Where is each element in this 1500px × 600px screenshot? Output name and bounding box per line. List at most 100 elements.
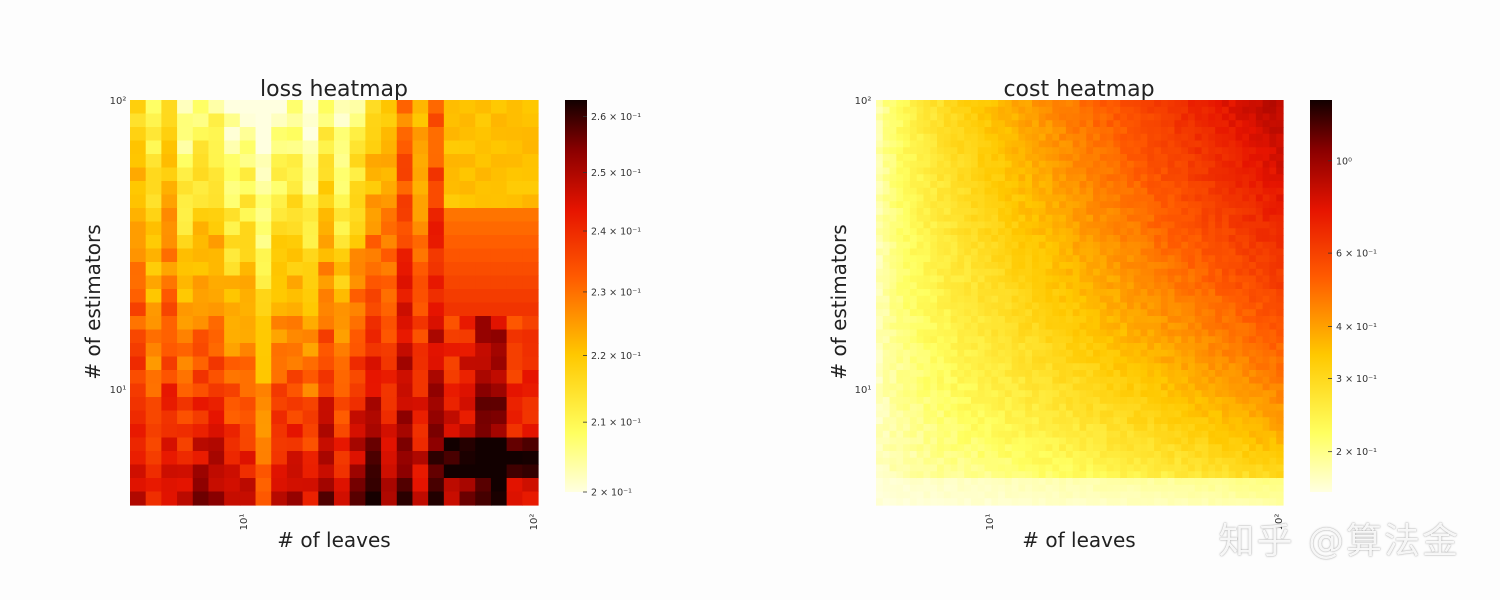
heatmap-cell bbox=[916, 343, 925, 351]
heatmap-cell bbox=[957, 120, 965, 128]
heatmap-cell bbox=[1269, 120, 1277, 128]
heatmap-cell bbox=[1011, 262, 1020, 270]
heatmap-cell bbox=[896, 356, 904, 364]
heatmap-cell bbox=[1221, 417, 1230, 425]
heatmap-cell bbox=[1099, 349, 1108, 358]
heatmap-cell bbox=[381, 451, 398, 466]
heatmap-cell bbox=[1045, 430, 1053, 439]
heatmap-cell bbox=[1038, 343, 1047, 351]
heatmap-cell bbox=[255, 370, 272, 385]
heatmap-cell bbox=[1228, 100, 1237, 108]
heatmap-cell bbox=[1045, 167, 1053, 175]
heatmap-cell bbox=[943, 498, 952, 506]
heatmap-cell bbox=[889, 478, 897, 486]
heatmap-cell bbox=[889, 309, 897, 317]
heatmap-cell bbox=[977, 120, 986, 128]
heatmap-cell bbox=[1188, 194, 1196, 202]
heatmap-cell bbox=[876, 147, 884, 155]
heatmap-cell bbox=[1228, 316, 1237, 324]
heatmap-cell bbox=[903, 383, 911, 391]
heatmap-cell bbox=[1065, 444, 1074, 452]
heatmap-cell bbox=[1262, 174, 1271, 182]
heatmap-cell bbox=[889, 160, 897, 169]
heatmap-cell bbox=[1018, 181, 1026, 189]
heatmap-cell bbox=[957, 478, 965, 486]
heatmap-cell bbox=[1065, 113, 1074, 121]
heatmap-cell bbox=[957, 282, 965, 290]
heatmap-cell bbox=[365, 154, 382, 169]
heatmap-cell bbox=[998, 322, 1006, 331]
heatmap-cell bbox=[923, 289, 931, 297]
heatmap-cell bbox=[889, 498, 897, 506]
heatmap-cell bbox=[1188, 451, 1196, 459]
heatmap-cell bbox=[1147, 241, 1155, 250]
heatmap-cell bbox=[998, 208, 1006, 216]
heatmap-cell bbox=[459, 478, 476, 493]
heatmap-cell bbox=[943, 106, 952, 115]
heatmap-cell bbox=[916, 478, 925, 486]
heatmap-cell bbox=[1113, 181, 1121, 189]
heatmap-cell bbox=[349, 329, 366, 344]
heatmap-cell bbox=[1215, 464, 1223, 472]
heatmap-cell bbox=[224, 167, 241, 182]
heatmap-cell bbox=[1120, 430, 1128, 439]
heatmap-cell bbox=[1174, 498, 1182, 506]
heatmap-cell bbox=[1269, 167, 1277, 175]
heatmap-cell bbox=[1140, 221, 1148, 229]
heatmap-cell bbox=[208, 478, 225, 493]
heatmap-cell bbox=[224, 275, 241, 290]
heatmap-cell bbox=[964, 201, 972, 209]
heatmap-cell bbox=[1025, 295, 1033, 304]
heatmap-cell bbox=[1099, 437, 1108, 445]
heatmap-cell bbox=[255, 356, 272, 371]
heatmap-cell bbox=[1228, 370, 1237, 378]
heatmap-cell bbox=[923, 181, 931, 189]
heatmap-cell bbox=[977, 383, 986, 391]
heatmap-cell bbox=[1208, 221, 1216, 229]
heatmap-cell bbox=[1249, 417, 1257, 425]
heatmap-cell bbox=[943, 316, 952, 324]
heatmap-cell bbox=[1201, 397, 1209, 405]
heatmap-cell bbox=[964, 363, 972, 371]
heatmap-cell bbox=[998, 417, 1006, 425]
heatmap-cell bbox=[1025, 478, 1033, 486]
heatmap-cell bbox=[1072, 349, 1081, 358]
heatmap-cell bbox=[1079, 444, 1087, 452]
heatmap-cell bbox=[889, 194, 897, 202]
heatmap-cell bbox=[977, 113, 986, 121]
heatmap-cell bbox=[428, 410, 445, 425]
heatmap-cell bbox=[271, 181, 288, 196]
heatmap-cell bbox=[1255, 167, 1264, 175]
heatmap-cell bbox=[412, 262, 429, 277]
heatmap-cell bbox=[506, 343, 523, 358]
heatmap-cell bbox=[1221, 208, 1230, 216]
heatmap-cell bbox=[943, 214, 952, 223]
heatmap-cell bbox=[271, 343, 288, 358]
heatmap-cell bbox=[1011, 322, 1020, 331]
heatmap-cell bbox=[1154, 262, 1162, 270]
heatmap-cell bbox=[522, 302, 539, 317]
heatmap-cell bbox=[208, 221, 225, 236]
heatmap-cell bbox=[1276, 417, 1284, 425]
heatmap-cell bbox=[302, 235, 319, 250]
heatmap-cell bbox=[1221, 410, 1230, 418]
heatmap-cell bbox=[1038, 187, 1047, 196]
heatmap-cell bbox=[1249, 464, 1257, 472]
heatmap-cell bbox=[1221, 403, 1230, 412]
heatmap-cell bbox=[1032, 410, 1040, 418]
heatmap-cell bbox=[1154, 187, 1162, 196]
heatmap-cell bbox=[991, 120, 999, 128]
heatmap-cell bbox=[889, 140, 897, 148]
heatmap-cell bbox=[1065, 329, 1074, 337]
heatmap-cell bbox=[977, 174, 986, 182]
heatmap-cell bbox=[1052, 120, 1060, 128]
heatmap-cell bbox=[506, 451, 523, 466]
heatmap-cell bbox=[1228, 383, 1237, 391]
heatmap-cell bbox=[930, 140, 938, 148]
heatmap-cell bbox=[1099, 235, 1108, 243]
heatmap-cell bbox=[998, 268, 1006, 277]
heatmap-cell bbox=[964, 235, 972, 243]
heatmap-cell bbox=[1126, 167, 1135, 175]
heatmap-cell bbox=[1093, 356, 1101, 364]
heatmap-cell bbox=[177, 343, 194, 358]
